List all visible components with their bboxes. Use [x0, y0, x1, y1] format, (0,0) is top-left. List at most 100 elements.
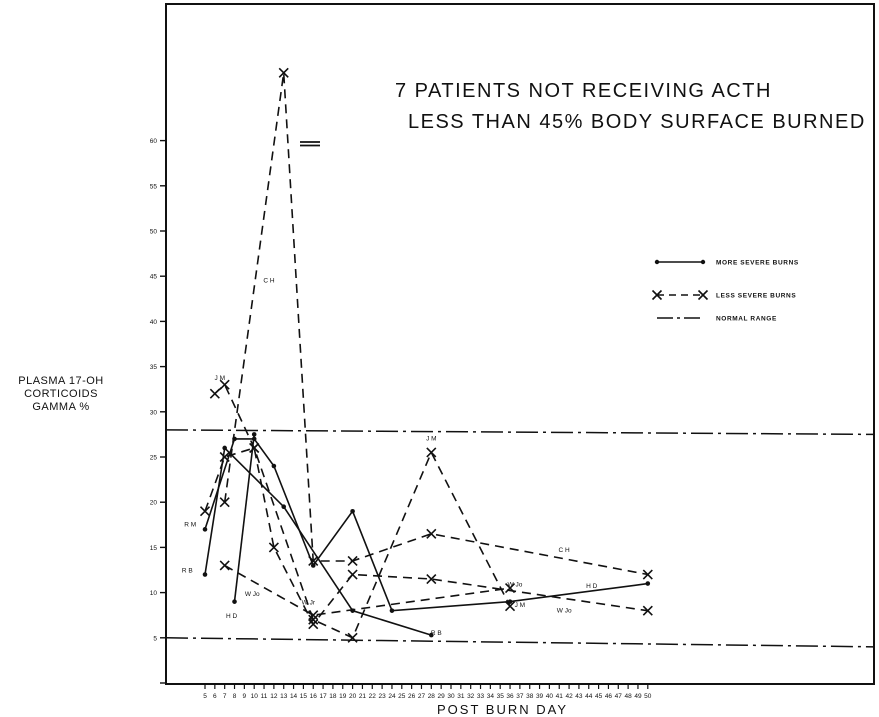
chart-title: 7 PATIENTS NOT RECEIVING ACTH	[395, 80, 772, 102]
x-tick-label: 38	[526, 693, 534, 700]
x-tick-label: 23	[379, 693, 387, 700]
y-tick-label: 35	[150, 364, 158, 371]
patient-annotation: C H	[559, 547, 571, 554]
x-tick-label: 47	[615, 693, 623, 700]
x-marker	[209, 388, 220, 399]
normal-range-line	[165, 637, 875, 648]
dot-marker	[251, 432, 257, 437]
x-tick-label: 12	[270, 693, 278, 700]
x-tick-label: 49	[634, 693, 642, 700]
annotation-group: J M R M R B C H H D W Jo W Jr J M R B C H W Jo J M H…	[182, 278, 598, 638]
dot-marker	[429, 632, 434, 638]
x-marker	[219, 560, 230, 571]
x-tick-label: 18	[329, 693, 337, 700]
series-4	[219, 67, 653, 580]
x-marker	[426, 447, 437, 458]
y-axis-label: PLASMA 17-OH CORTICOIDS GAMMA %	[2, 375, 120, 414]
normal-range-line	[165, 429, 875, 436]
legend-label: LESS SEVERE BURNS	[716, 293, 796, 300]
x-tick-label: 8	[233, 693, 237, 700]
x-tick-label: 15	[300, 693, 308, 700]
dot-marker	[310, 563, 316, 568]
legend: MORE SEVERE BURNS LESS SEVERE BURNS NORMAL…	[651, 259, 799, 323]
dot-marker	[202, 572, 208, 577]
patient-annotation: J M	[215, 375, 225, 382]
series-0	[202, 445, 434, 638]
y-axis: 5 10 15 20 25 30 35 40 45 50 55 60	[150, 138, 166, 684]
y-axis-label-line-1: PLASMA 17-OH	[18, 375, 104, 387]
series-line	[224, 564, 511, 617]
x-marker	[219, 451, 230, 463]
x-tick-label: 43	[575, 693, 583, 700]
x-tick-label: 40	[546, 693, 554, 700]
x-marker	[642, 605, 653, 616]
x-tick-label: 32	[467, 693, 475, 700]
x-tick-label: 11	[261, 693, 268, 700]
x-tick-label: 22	[369, 693, 377, 700]
legend-dot	[654, 259, 660, 265]
x-tick-label: 26	[408, 693, 416, 700]
x-marker	[219, 497, 230, 508]
x-marker	[504, 601, 516, 612]
series-line	[204, 446, 432, 636]
x-marker	[308, 614, 319, 625]
patient-annotation: C H	[263, 278, 275, 285]
x-tick-label: 34	[487, 693, 495, 700]
patient-annotation: W Jo	[557, 607, 572, 614]
x-tick-label: 5	[203, 693, 207, 700]
x-marker	[308, 555, 319, 567]
x-tick-label: 16	[310, 693, 318, 700]
dot-marker	[202, 527, 208, 532]
x-marker	[308, 619, 319, 630]
y-tick-label: 20	[150, 500, 158, 507]
x-tick-label: 6	[213, 693, 217, 700]
patient-annotation: J M	[515, 602, 525, 609]
x-marker	[426, 528, 437, 539]
series-line	[214, 383, 511, 639]
y-tick-label: 40	[150, 319, 158, 326]
x-tick-label: 50	[644, 693, 652, 700]
series-3	[209, 379, 516, 643]
patient-annotation: H D	[226, 613, 238, 620]
x-tick-label: 45	[595, 693, 603, 700]
patient-annotation: R B	[431, 630, 442, 637]
x-marker	[278, 67, 289, 78]
axis-break-marks	[300, 141, 320, 147]
series-group	[199, 67, 653, 643]
dot-marker	[645, 581, 651, 586]
x-tick-label: 30	[447, 693, 455, 700]
x-tick-label: 29	[438, 693, 446, 700]
y-tick-label: 60	[150, 138, 158, 145]
patient-annotation: R M	[184, 522, 196, 529]
legend-label: MORE SEVERE BURNS	[716, 260, 799, 267]
x-tick-label: 9	[243, 693, 247, 700]
x-tick-label: 41	[556, 693, 564, 700]
x-marker	[504, 583, 516, 594]
y-tick-label: 50	[150, 229, 158, 236]
y-tick-label: 45	[150, 274, 158, 281]
patient-annotation: W Jo	[245, 591, 260, 598]
y-axis-label-line-3: GAMMA %	[32, 401, 90, 413]
x-tick-label: 37	[516, 693, 524, 700]
x-marker	[199, 506, 211, 517]
x-tick-label: 24	[388, 693, 396, 700]
x-tick-label: 19	[339, 693, 347, 700]
x-tick-label: 10	[251, 693, 259, 700]
dot-marker	[271, 463, 277, 469]
x-tick-label: 14	[290, 693, 298, 700]
dot-marker	[350, 508, 355, 514]
x-tick-label: 36	[506, 693, 514, 700]
x-marker	[426, 573, 437, 585]
patient-annotation: H D	[586, 583, 598, 590]
x-marker	[697, 289, 709, 301]
normal-range-lines	[165, 429, 875, 648]
x-tick-label: 20	[349, 693, 357, 700]
x-tick-label: 7	[223, 693, 227, 700]
x-axis-label: POST BURN DAY	[437, 702, 568, 717]
y-tick-label: 15	[150, 545, 158, 552]
series-2	[232, 432, 257, 604]
dot-marker	[281, 504, 287, 510]
patient-annotation: R B	[182, 568, 193, 575]
series-line	[204, 446, 648, 626]
series-line	[223, 72, 648, 576]
